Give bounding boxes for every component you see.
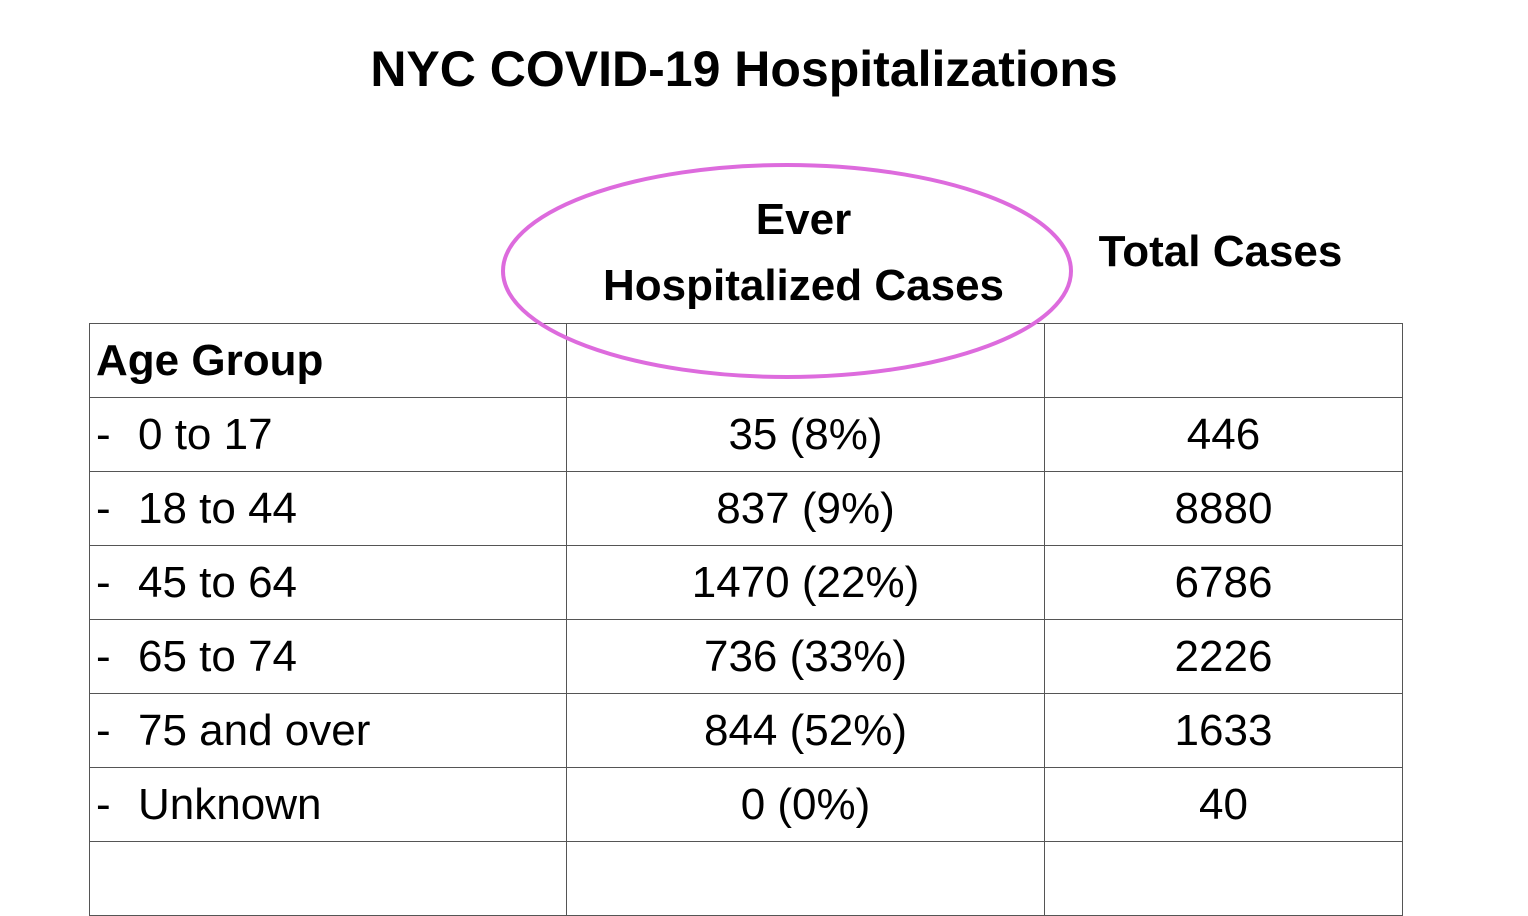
- table-header-row: Age Group: [89, 323, 1403, 398]
- total-cell: 40: [1044, 767, 1403, 842]
- table-row: - Unknown 0 (0%) 40: [89, 767, 1403, 842]
- total-cell: 446: [1044, 397, 1403, 472]
- row-label-cell: -75 and over: [89, 693, 567, 768]
- table-row-partial: [89, 841, 1403, 916]
- hospitalizations-table: Age Group -0 to 17 35 (8%) 446 -18 to 44…: [89, 323, 1403, 916]
- empty-cell: [566, 841, 1045, 916]
- row-bullet-dash: -: [96, 780, 111, 829]
- header-empty-cell: [1044, 323, 1403, 398]
- table-row: -18 to 44 837 (9%) 8880: [89, 471, 1403, 546]
- row-bullet-dash: -: [96, 706, 111, 755]
- table-row: -0 to 17 35 (8%) 446: [89, 397, 1403, 472]
- total-cell: 2226: [1044, 619, 1403, 694]
- hospitalized-cell: 35 (8%): [566, 397, 1045, 472]
- table-row: -75 and over 844 (52%) 1633: [89, 693, 1403, 768]
- hospitalized-cell: 736 (33%): [566, 619, 1045, 694]
- row-label: Unknown: [138, 780, 322, 829]
- row-bullet-dash: -: [96, 484, 111, 533]
- row-label-cell: -45 to 64: [89, 545, 567, 620]
- total-cell: 1633: [1044, 693, 1403, 768]
- header-empty-cell: [566, 323, 1045, 398]
- row-bullet-dash: -: [96, 558, 111, 607]
- age-group-header-cell: Age Group: [89, 323, 567, 398]
- total-cell: 8880: [1044, 471, 1403, 546]
- column-header-ever-hospitalized: Ever Hospitalized Cases: [565, 187, 1042, 319]
- age-group-header: Age Group: [96, 336, 324, 385]
- hospitalized-cell: 844 (52%): [566, 693, 1045, 768]
- empty-cell: [89, 841, 567, 916]
- empty-cell: [1044, 841, 1403, 916]
- row-label: 18 to 44: [138, 484, 298, 533]
- row-label-cell: - Unknown: [89, 767, 567, 842]
- row-label: 75 and over: [138, 706, 371, 755]
- page-title: NYC COVID-19 Hospitalizations: [370, 41, 1118, 97]
- row-label: 65 to 74: [138, 632, 298, 681]
- row-label: 0 to 17: [138, 410, 273, 459]
- row-label-cell: -65 to 74: [89, 619, 567, 694]
- total-cell: 6786: [1044, 545, 1403, 620]
- row-bullet-dash: -: [96, 410, 111, 459]
- table-row: -45 to 64 1470 (22%) 6786: [89, 545, 1403, 620]
- column-header-total-cases: Total Cases: [1098, 227, 1343, 276]
- table-row: -65 to 74 736 (33%) 2226: [89, 619, 1403, 694]
- row-bullet-dash: -: [96, 632, 111, 681]
- row-label: 45 to 64: [138, 558, 298, 607]
- row-label-cell: -0 to 17: [89, 397, 567, 472]
- hospitalized-cell: 0 (0%): [566, 767, 1045, 842]
- row-label-cell: -18 to 44: [89, 471, 567, 546]
- column-header-ever-line2: Hospitalized Cases: [602, 261, 1005, 310]
- hospitalized-cell: 837 (9%): [566, 471, 1045, 546]
- hospitalized-cell: 1470 (22%): [566, 545, 1045, 620]
- column-header-ever-line1: Ever: [755, 195, 852, 244]
